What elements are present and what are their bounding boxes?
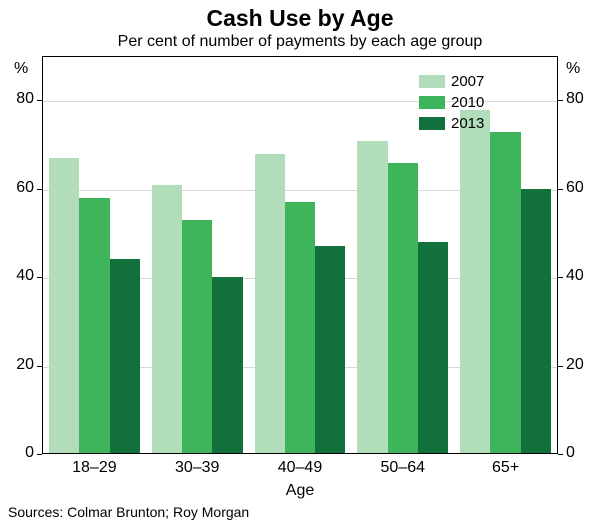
y-tick-label-left: 60	[0, 179, 34, 197]
bar-group: 18–29	[43, 57, 146, 453]
legend-swatch	[419, 117, 445, 130]
y-tick-label-right: 40	[566, 267, 584, 285]
legend-label: 2007	[451, 71, 484, 92]
chart-title: Cash Use by Age	[0, 0, 600, 31]
bar	[521, 189, 551, 453]
bar-group: 30–39	[146, 57, 249, 453]
x-tick-label: 65+	[454, 453, 557, 477]
y-tick-label-right: 0	[566, 444, 575, 462]
legend-item: 2007	[419, 71, 484, 92]
bar	[418, 242, 448, 453]
bar	[212, 277, 242, 453]
bar	[357, 141, 387, 453]
legend: 200720102013	[419, 71, 484, 134]
bar	[182, 220, 212, 453]
x-tick-label: 50–64	[351, 453, 454, 477]
chart-container: Cash Use by Age Per cent of number of pa…	[0, 0, 600, 523]
y-tick-label-left: 20	[0, 356, 34, 374]
bar	[255, 154, 285, 453]
bar	[49, 158, 79, 453]
bar	[285, 202, 315, 453]
bar	[490, 132, 520, 453]
y-tick-label-right: 60	[566, 179, 584, 197]
legend-label: 2010	[451, 92, 484, 113]
plot-area: 18–2930–3940–4950–6465+ 200720102013	[42, 56, 558, 454]
legend-item: 2013	[419, 113, 484, 134]
chart-subtitle: Per cent of number of payments by each a…	[0, 31, 600, 51]
legend-item: 2010	[419, 92, 484, 113]
bar	[110, 259, 140, 453]
bar	[460, 110, 490, 453]
x-tick-label: 18–29	[43, 453, 146, 477]
x-tick-label: 40–49	[249, 453, 352, 477]
y-tick-label-right: 20	[566, 356, 584, 374]
bar	[315, 246, 345, 453]
y-tick-label-right: 80	[566, 90, 584, 108]
x-axis-title: Age	[0, 482, 600, 500]
bar	[388, 163, 418, 453]
x-tick-label: 30–39	[146, 453, 249, 477]
y-tick-label-left: 0	[0, 444, 34, 462]
bar	[152, 185, 182, 453]
legend-label: 2013	[451, 113, 484, 134]
legend-swatch	[419, 96, 445, 109]
y-unit-left: %	[14, 60, 28, 78]
bar	[79, 198, 109, 453]
y-unit-right: %	[566, 60, 580, 78]
legend-swatch	[419, 75, 445, 88]
bar-group: 40–49	[249, 57, 352, 453]
sources-text: Sources: Colmar Brunton; Roy Morgan	[8, 504, 249, 520]
y-tick-label-left: 40	[0, 267, 34, 285]
y-tick-label-left: 80	[0, 90, 34, 108]
